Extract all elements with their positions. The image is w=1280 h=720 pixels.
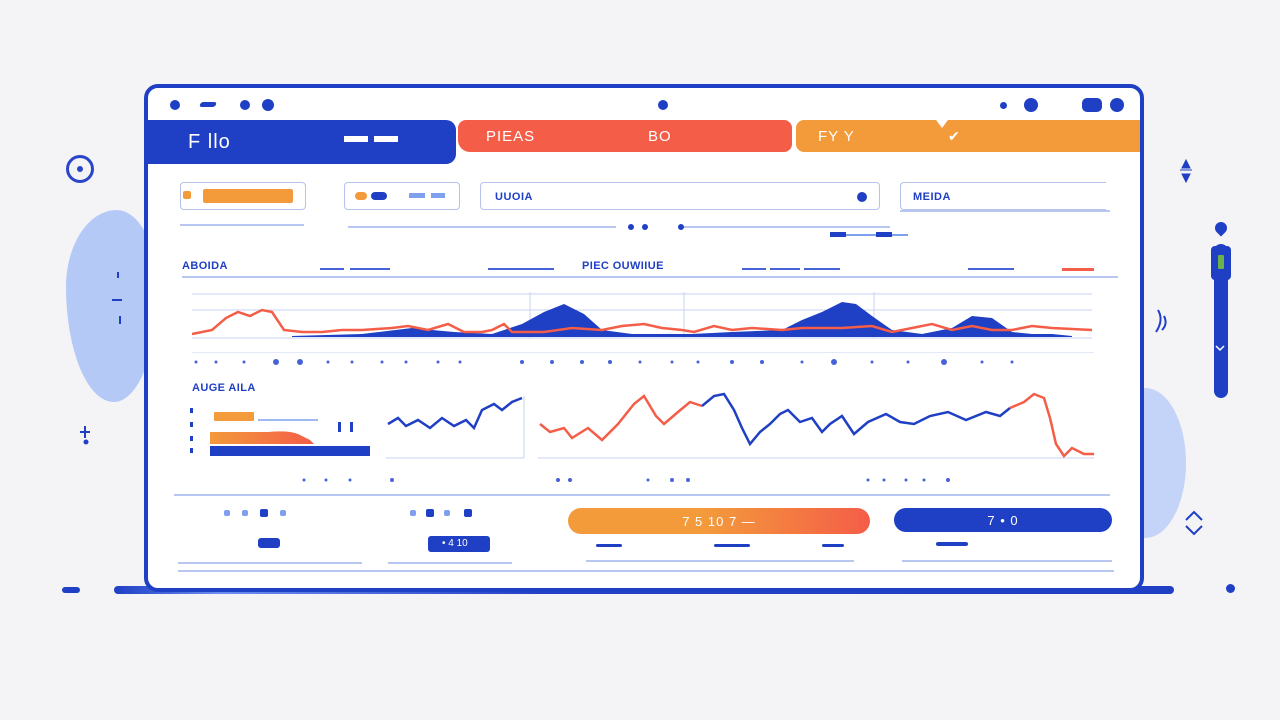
tab-orange-sub: ✔ (948, 127, 961, 144)
vertical-slider-track[interactable] (1214, 244, 1228, 398)
pager-dot[interactable] (628, 224, 634, 230)
divider (178, 562, 362, 564)
footer-dot (426, 509, 434, 517)
header-mark (350, 268, 390, 270)
footer-dot (242, 510, 248, 516)
background-blob (66, 210, 158, 402)
primary-button[interactable]: 7 5 10 7 — (568, 508, 870, 534)
secondary-button[interactable]: 7 • 0 (894, 508, 1112, 532)
toggle-bar (431, 193, 445, 198)
center-section-title: PIEC OUWIIUE (582, 260, 664, 272)
footer-dot (280, 510, 286, 516)
mini-slider-track (846, 234, 876, 236)
footer-mark (596, 544, 622, 547)
tab-notch-icon (936, 120, 948, 128)
footer-small-button[interactable] (258, 538, 280, 548)
header-mark (804, 268, 840, 270)
divider (682, 226, 890, 228)
footer-label-button[interactable]: • 4 10 (428, 536, 490, 552)
mini-slider-thumb[interactable] (876, 232, 892, 237)
divider (902, 560, 1112, 562)
floor-dot (1226, 584, 1235, 593)
header-mark (968, 268, 1014, 270)
footer-mark (936, 542, 968, 546)
divider (388, 562, 512, 564)
tab-orange[interactable]: FY Y ✔ (796, 120, 1140, 152)
tab-red[interactable]: PIEAS BO (458, 120, 792, 152)
x-axis-ticks (192, 352, 1094, 365)
toggle-dot-blue (371, 192, 387, 200)
window-dot[interactable] (240, 100, 250, 110)
ring-icon (66, 155, 94, 183)
window-dot[interactable] (1000, 102, 1007, 109)
header-mark (488, 268, 554, 270)
footer-dot (444, 510, 450, 516)
footer-dot (224, 510, 230, 516)
header-mark (320, 268, 344, 270)
center-dot-icon (658, 100, 668, 110)
bottom-divider (178, 570, 1114, 572)
toggle-dot-orange (355, 192, 367, 200)
divider (348, 226, 616, 228)
filter-input[interactable]: MEIDA (900, 182, 1106, 210)
secondary-button-label: 7 • 0 (987, 512, 1019, 528)
radio-dot-icon[interactable] (857, 192, 867, 202)
footer-divider (174, 494, 1110, 496)
footer-mark (714, 544, 750, 547)
search-input[interactable]: UUOIA (480, 182, 880, 210)
divider (180, 224, 304, 226)
window-control-icon[interactable] (1082, 98, 1102, 112)
toggle-bar (409, 193, 425, 198)
toggle-control[interactable] (344, 182, 460, 210)
tab-red-sub: BO (648, 127, 672, 145)
orange-bar-cap (183, 191, 191, 199)
divider (586, 560, 854, 562)
window-dot[interactable] (1110, 98, 1124, 112)
header-mark-red (1062, 268, 1094, 271)
header-mark (742, 268, 766, 270)
mini-line-chart (386, 396, 525, 459)
window-dot[interactable] (170, 100, 180, 110)
chart-area-blue (292, 302, 1072, 337)
multi-line-chart (538, 392, 1094, 459)
chart-gridlines (192, 292, 1092, 339)
tab-main-label: F llo (188, 130, 231, 153)
area-chart (192, 292, 1093, 339)
orange-bar-fill (203, 189, 293, 203)
window-dot[interactable] (1024, 98, 1038, 112)
tab-orange-label: FY Y (818, 127, 855, 145)
floor-dash (62, 587, 80, 593)
header-mark (770, 268, 800, 270)
primary-button-label: 7 5 10 7 — (682, 513, 756, 529)
pager-dot[interactable] (642, 224, 648, 230)
footer-dot (464, 509, 472, 517)
window-dash-icon (199, 102, 217, 107)
mini-slider-thumb[interactable] (830, 232, 846, 237)
lower-ticks (302, 478, 950, 482)
left-section-title: ABOIDA (182, 260, 228, 272)
filter-input-label: MEIDA (913, 191, 951, 203)
lower-section-title: AUGE AILA (192, 382, 256, 394)
pager-dot[interactable] (678, 224, 684, 230)
footer-label-button-text: • 4 10 (442, 538, 468, 549)
tab-red-label: PIEAS (486, 127, 536, 145)
app-window: F llo PIEAS BO FY Y ✔ UUOIA MEIDA ABOIDA… (144, 84, 1144, 592)
footer-dot (410, 510, 416, 516)
section-divider (182, 276, 1118, 278)
title-bar (148, 88, 1140, 120)
chart-line-red (192, 308, 1093, 336)
tab-main-dash-icon (344, 136, 398, 142)
footer-dot (260, 509, 268, 517)
window-dot[interactable] (262, 99, 274, 111)
slider-icon[interactable] (1211, 246, 1231, 280)
mini-slider-track (892, 234, 908, 236)
divider (900, 210, 1110, 212)
bar-widget (190, 408, 370, 456)
orange-bar-control[interactable] (180, 182, 306, 210)
footer-mark (822, 544, 844, 547)
search-input-label: UUOIA (495, 191, 533, 203)
tab-main[interactable]: F llo (148, 120, 456, 164)
